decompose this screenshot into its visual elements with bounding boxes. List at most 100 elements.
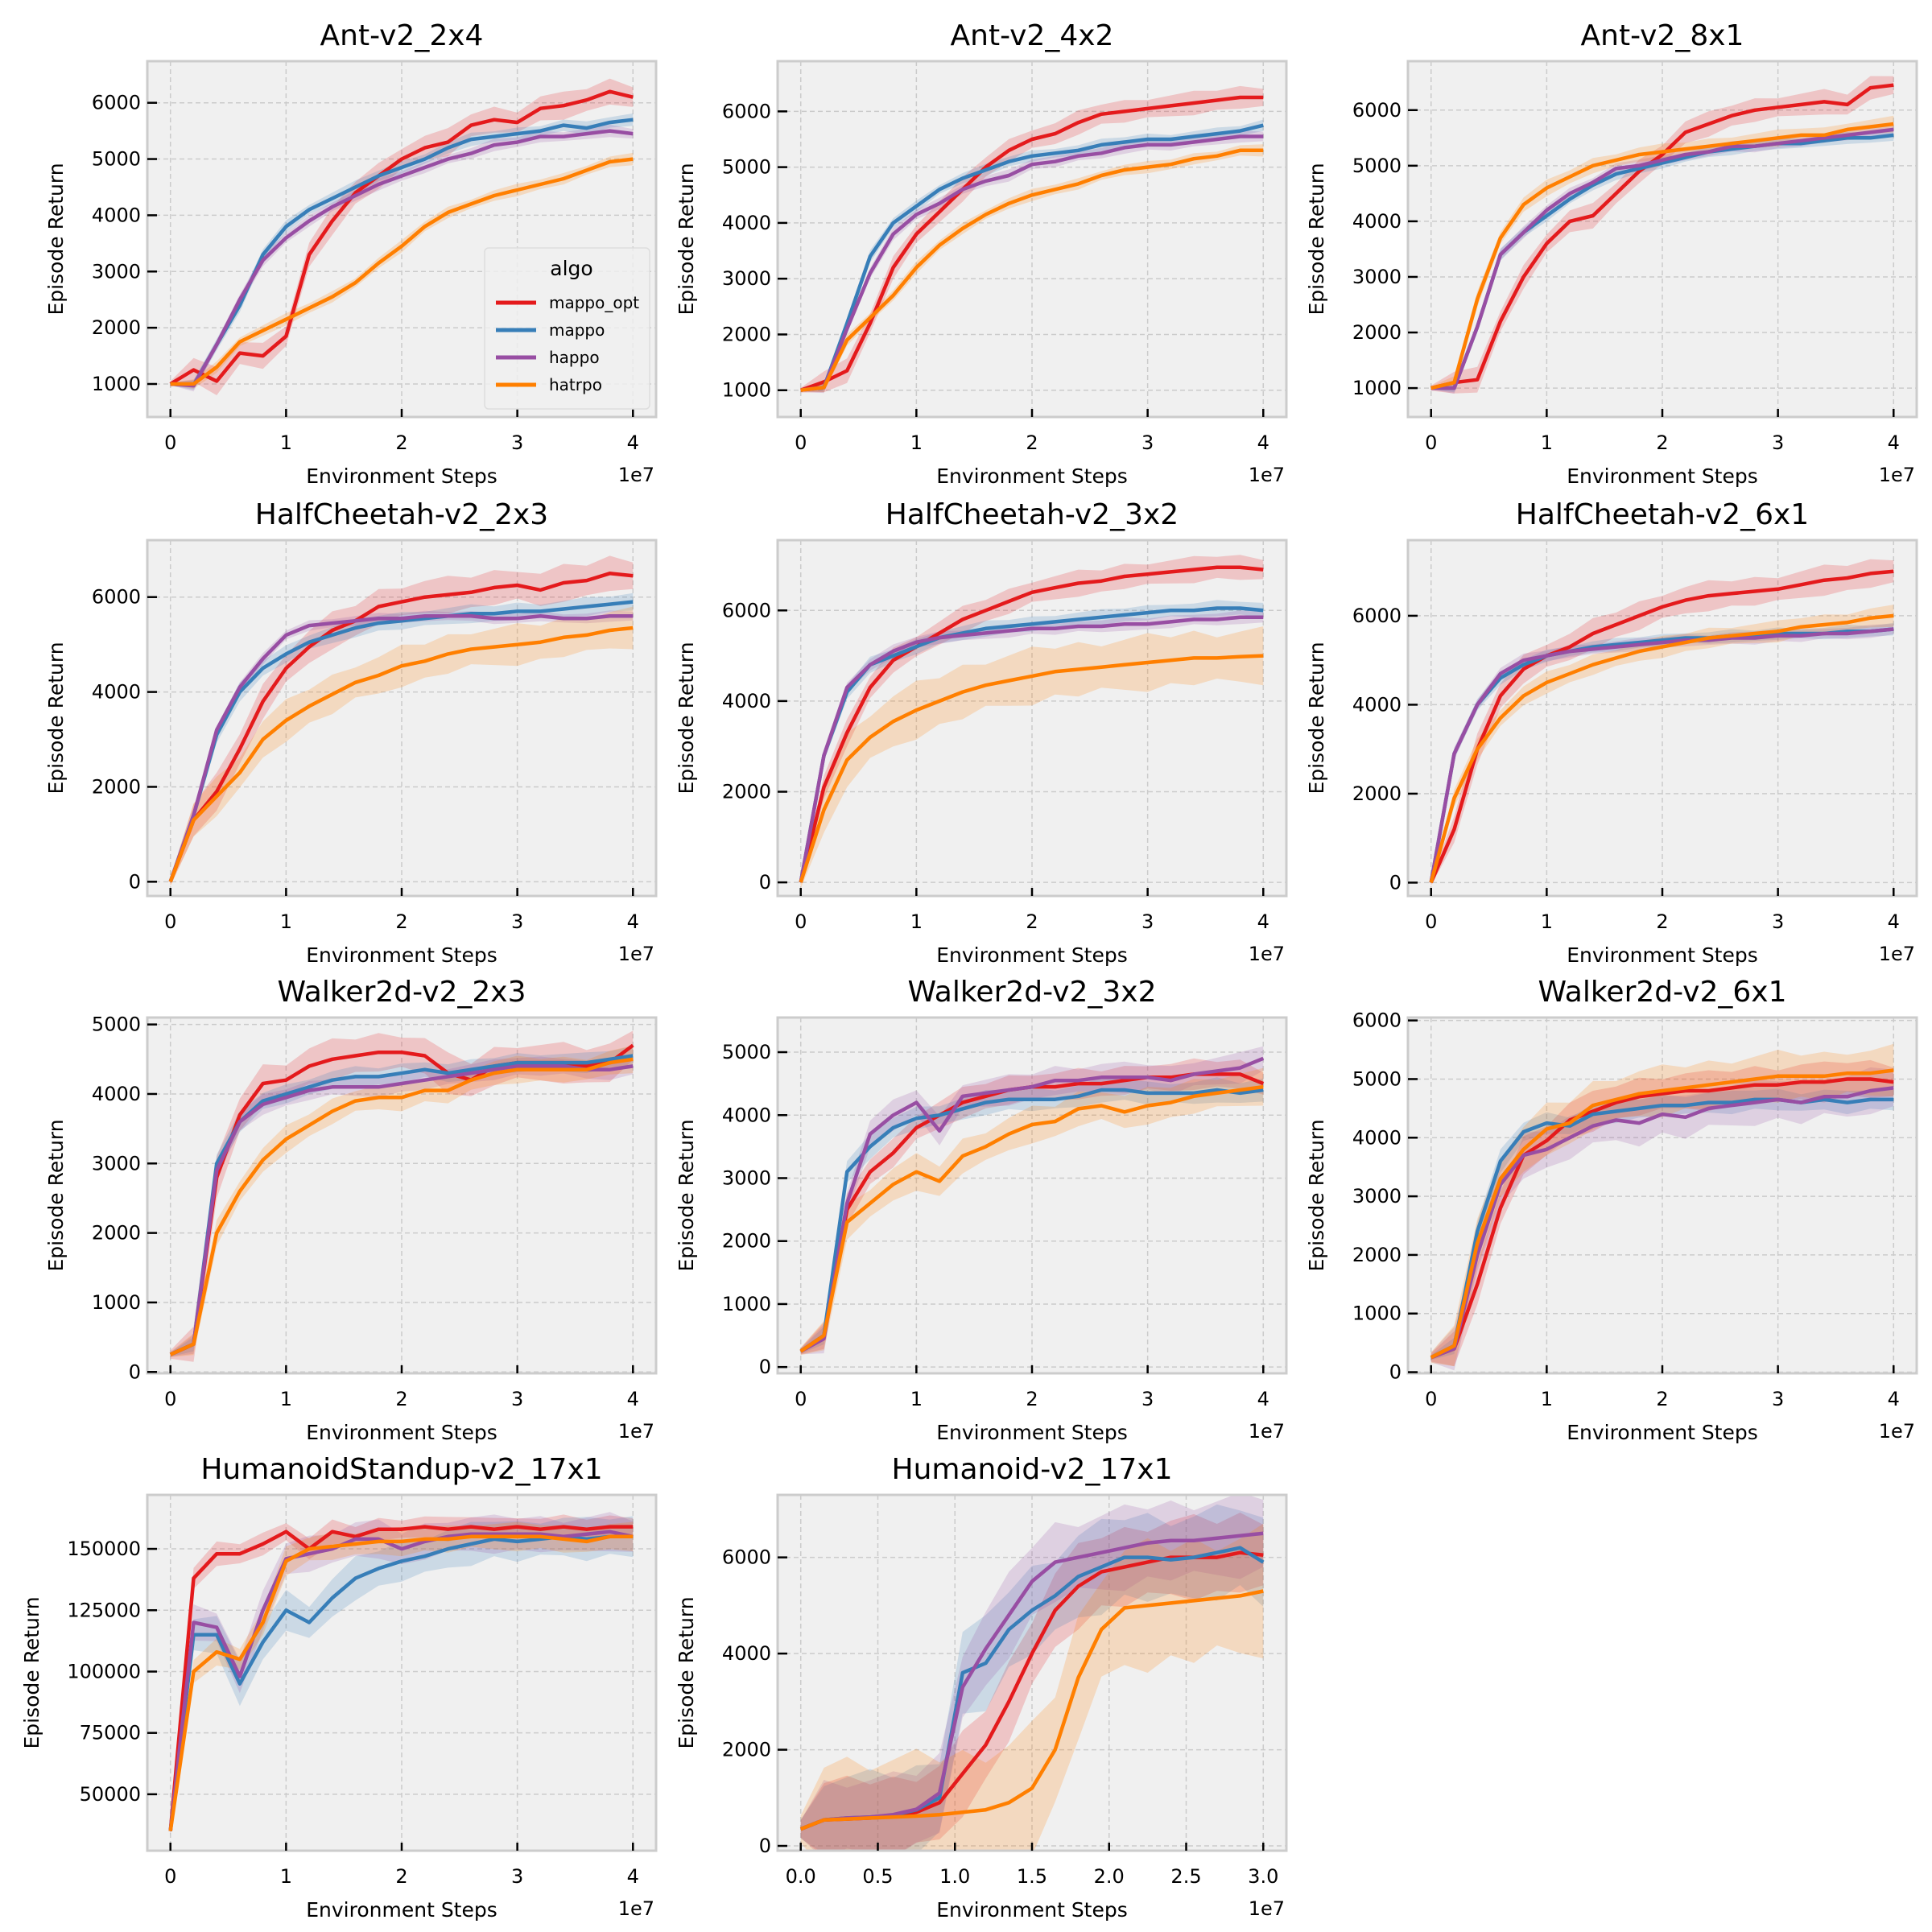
y-tick-label: 2000: [722, 1230, 771, 1253]
y-tick-label: 150000: [67, 1538, 141, 1560]
x-axis-label: Environment Steps: [306, 1421, 497, 1444]
confidence-band-happo: [800, 1495, 1264, 1851]
y-tick-label: 3000: [1352, 266, 1402, 288]
series-group: [169, 1030, 634, 1362]
y-axis-label: Episode Return: [1305, 163, 1328, 315]
y-tick-label: 0: [129, 870, 141, 893]
y-tick-label: 0: [759, 1835, 771, 1857]
y-tick-label: 2000: [722, 323, 771, 345]
y-tick-label: 50000: [80, 1783, 141, 1806]
confidence-band-mappo_opt: [800, 1058, 1264, 1355]
y-tick-label: 1000: [92, 373, 141, 395]
y-tick-label: 3000: [722, 267, 771, 290]
series-group: [168, 555, 634, 886]
x-tick-label: 2: [395, 1388, 407, 1410]
x-offset-label: 1e7: [1879, 1420, 1915, 1443]
x-tick-label: 2.5: [1170, 1865, 1201, 1888]
x-axis-label: Environment Steps: [936, 464, 1128, 488]
y-tick-label: 3000: [722, 1166, 771, 1189]
y-axis-label: Episode Return: [1305, 1119, 1328, 1271]
x-tick-label: 4: [627, 431, 639, 454]
x-tick-label: 0: [164, 1865, 176, 1888]
x-offset-label: 1e7: [618, 943, 654, 965]
chart-panel-halfcheetah-v2-6x1: 0 1 2 3 4 0 2000 4000 6000 HalfCheetah-v2_6x1 Envi…: [1305, 498, 1918, 967]
legend-label-happo: happo: [549, 348, 600, 367]
panel-title: HalfCheetah-v2_3x2: [886, 498, 1179, 531]
x-tick-label: 1: [910, 910, 923, 933]
y-tick-label: 2000: [1352, 321, 1402, 344]
chart-panel-halfcheetah-v2-2x3: 0 1 2 3 4 0 2000 4000 6000 HalfCheetah-v2_2x3 Envi…: [44, 498, 658, 967]
y-tick-label: 2000: [722, 780, 771, 803]
confidence-band-happo: [800, 1046, 1264, 1355]
panel-title: Walker2d-v2_2x3: [278, 976, 526, 1009]
panel-title: Ant-v2_4x2: [951, 19, 1114, 52]
y-tick-label: 4000: [1352, 1126, 1402, 1149]
x-tick-label: 3: [511, 910, 523, 933]
x-tick-label: 3.0: [1248, 1865, 1278, 1888]
confidence-band-mappo_opt: [1430, 1059, 1894, 1367]
x-tick-label: 0: [164, 1388, 176, 1410]
x-tick-label: 0: [164, 910, 176, 933]
series-group: [169, 78, 634, 395]
x-axis-label: Environment Steps: [936, 943, 1128, 967]
y-axis-label: Episode Return: [44, 1119, 68, 1271]
legend-label-mappo: mappo: [549, 320, 605, 340]
y-tick-label: 5000: [92, 1013, 141, 1036]
x-tick-label: 3: [1772, 431, 1784, 454]
x-tick-label: 4: [1257, 910, 1269, 933]
x-axis-label: Environment Steps: [306, 1898, 497, 1922]
x-axis-label: Environment Steps: [936, 1421, 1128, 1444]
y-tick-label: 0: [129, 1360, 141, 1383]
x-tick-label: 2: [395, 431, 407, 454]
y-tick-label: 2000: [92, 775, 141, 798]
x-tick-label: 0: [1425, 431, 1437, 454]
panel-title: Walker2d-v2_3x2: [908, 976, 1157, 1009]
x-axis-label: Environment Steps: [1567, 943, 1758, 967]
y-axis-label: Episode Return: [1305, 642, 1328, 794]
x-tick-label: 3: [1772, 1388, 1784, 1410]
confidence-band-hatrpo: [1430, 605, 1894, 886]
y-tick-label: 2000: [92, 316, 141, 339]
x-tick-label: 1: [1541, 431, 1553, 454]
x-tick-label: 2: [395, 1865, 407, 1888]
confidence-band-happo: [1430, 1067, 1894, 1371]
series-group: [168, 1512, 634, 1836]
y-tick-label: 1000: [92, 1291, 141, 1314]
x-tick-label: 4: [627, 910, 639, 933]
y-tick-label: 4000: [722, 1642, 771, 1665]
y-tick-label: 2000: [1352, 1244, 1402, 1266]
x-tick-label: 0: [795, 910, 807, 933]
confidence-band-hatrpo: [170, 1045, 634, 1358]
x-axis-label: Environment Steps: [306, 943, 497, 967]
y-tick-label: 4000: [722, 690, 771, 712]
y-tick-label: 4000: [92, 681, 141, 704]
y-tick-label: 4000: [92, 204, 141, 226]
x-tick-label: 1.5: [1017, 1865, 1047, 1888]
x-tick-label: 4: [627, 1388, 639, 1410]
y-tick-label: 3000: [1352, 1185, 1402, 1208]
y-axis-label: Episode Return: [675, 642, 698, 794]
series-group: [1430, 1043, 1894, 1371]
x-offset-label: 1e7: [1249, 1897, 1285, 1920]
series-group: [799, 85, 1264, 394]
confidence-band-mappo: [170, 1516, 634, 1836]
panel-title: Ant-v2_8x1: [1581, 19, 1744, 52]
y-tick-label: 4000: [92, 1083, 141, 1105]
y-tick-label: 100000: [67, 1660, 141, 1682]
x-offset-label: 1e7: [1879, 464, 1915, 486]
y-tick-label: 5000: [1352, 1067, 1402, 1090]
y-tick-label: 2000: [92, 1222, 141, 1245]
x-tick-label: 1: [280, 910, 292, 933]
x-tick-label: 1: [910, 1388, 923, 1410]
y-tick-label: 1000: [1352, 377, 1402, 399]
y-tick-label: 5000: [92, 148, 141, 171]
confidence-band-mappo: [800, 1504, 1264, 1851]
x-axis-label: Environment Steps: [936, 1898, 1128, 1922]
chart-panel-ant-v2-2x4: 0 1 2 3 4 1000 2000 3000 4000 5000 6000 Ant-v2_2x4 E…: [44, 19, 658, 488]
x-tick-label: 2: [1026, 1388, 1038, 1410]
x-tick-label: 3: [1141, 910, 1154, 933]
y-tick-label: 0: [759, 1356, 771, 1378]
y-tick-label: 2000: [722, 1739, 771, 1761]
panel-title: HalfCheetah-v2_2x3: [255, 498, 548, 531]
